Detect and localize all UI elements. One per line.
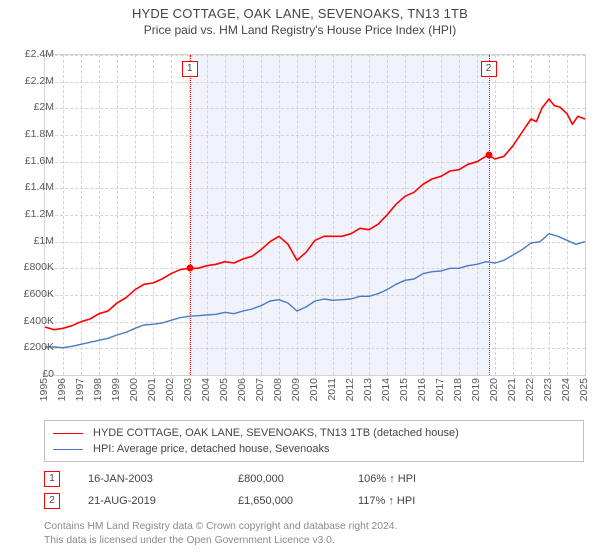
legend-item: HPI: Average price, detached house, Seve… <box>53 441 575 457</box>
x-tick-label: 2012 <box>344 378 356 401</box>
series-hpi <box>45 234 585 348</box>
x-tick-label: 2018 <box>452 378 464 401</box>
x-tick-label: 2008 <box>272 378 284 401</box>
y-tick-label: £600K <box>14 288 54 300</box>
x-tick-label: 2002 <box>164 378 176 401</box>
x-tick-label: 1998 <box>92 378 104 401</box>
x-tick-label: 2004 <box>200 378 212 401</box>
series-layer <box>45 55 585 375</box>
plot-area: 12 <box>44 54 586 376</box>
x-tick-label: 2021 <box>506 378 518 401</box>
x-tick-label: 2015 <box>398 378 410 401</box>
x-tick-label: 2000 <box>128 378 140 401</box>
sale-row-marker: 1 <box>44 471 60 487</box>
x-tick-label: 2001 <box>146 378 158 401</box>
y-tick-label: £1.8M <box>14 128 54 140</box>
x-tick-label: 1996 <box>56 378 68 401</box>
x-tick-label: 2025 <box>578 378 590 401</box>
sale-date: 16-JAN-2003 <box>88 473 238 485</box>
sale-date: 21-AUG-2019 <box>88 495 238 507</box>
footer-line-1: Contains HM Land Registry data © Crown c… <box>44 520 584 534</box>
x-tick-label: 2006 <box>236 378 248 401</box>
series-subject <box>45 99 585 330</box>
chart: 12 <box>44 54 584 374</box>
x-tick-label: 2010 <box>308 378 320 401</box>
x-tick-label: 2014 <box>380 378 392 401</box>
x-tick-label: 2020 <box>488 378 500 401</box>
y-tick-label: £400K <box>14 315 54 327</box>
x-tick-label: 2003 <box>182 378 194 401</box>
x-tick-label: 1995 <box>38 378 50 401</box>
x-tick-label: 2017 <box>434 378 446 401</box>
x-tick-label: 2011 <box>326 378 338 401</box>
x-tick-label: 1999 <box>110 378 122 401</box>
legend-swatch <box>53 433 83 434</box>
legend-label: HPI: Average price, detached house, Seve… <box>93 443 329 455</box>
sale-row-marker: 2 <box>44 493 60 509</box>
footer: Contains HM Land Registry data © Crown c… <box>44 520 584 548</box>
y-tick-label: £1.4M <box>14 181 54 193</box>
legend-swatch <box>53 449 83 450</box>
y-tick-label: £800K <box>14 261 54 273</box>
page-title: HYDE COTTAGE, OAK LANE, SEVENOAKS, TN13 … <box>0 6 600 21</box>
y-tick-label: £2.4M <box>14 48 54 60</box>
x-tick-label: 2016 <box>416 378 428 401</box>
sale-row: 2 21-AUG-2019£1,650,000117% ↑ HPI <box>44 490 584 512</box>
sale-price: £1,650,000 <box>238 495 358 507</box>
y-tick-label: £2.2M <box>14 75 54 87</box>
legend-label: HYDE COTTAGE, OAK LANE, SEVENOAKS, TN13 … <box>93 427 459 439</box>
y-tick-label: £2M <box>14 101 54 113</box>
x-tick-label: 2013 <box>362 378 374 401</box>
x-tick-label: 2007 <box>254 378 266 401</box>
x-tick-label: 2023 <box>542 378 554 401</box>
y-tick-label: £1.2M <box>14 208 54 220</box>
legend: HYDE COTTAGE, OAK LANE, SEVENOAKS, TN13 … <box>44 420 584 462</box>
sale-price: £800,000 <box>238 473 358 485</box>
footer-line-2: This data is licensed under the Open Gov… <box>44 534 584 548</box>
y-tick-label: £1M <box>14 235 54 247</box>
x-tick-label: 1997 <box>74 378 86 401</box>
y-tick-label: £200K <box>14 341 54 353</box>
sale-row: 1 16-JAN-2003£800,000106% ↑ HPI <box>44 468 584 490</box>
y-tick-label: £1.6M <box>14 155 54 167</box>
x-tick-label: 2009 <box>290 378 302 401</box>
x-tick-label: 2005 <box>218 378 230 401</box>
x-tick-label: 2024 <box>560 378 572 401</box>
sale-ratio: 117% ↑ HPI <box>358 495 468 507</box>
sale-ratio: 106% ↑ HPI <box>358 473 468 485</box>
sales-table: 1 16-JAN-2003£800,000106% ↑ HPI 2 21-AUG-20… <box>44 468 584 512</box>
x-tick-label: 2022 <box>524 378 536 401</box>
gridline-v <box>585 55 586 375</box>
x-tick-label: 2019 <box>470 378 482 401</box>
legend-item: HYDE COTTAGE, OAK LANE, SEVENOAKS, TN13 … <box>53 425 575 441</box>
page-subtitle: Price paid vs. HM Land Registry's House … <box>0 23 600 37</box>
